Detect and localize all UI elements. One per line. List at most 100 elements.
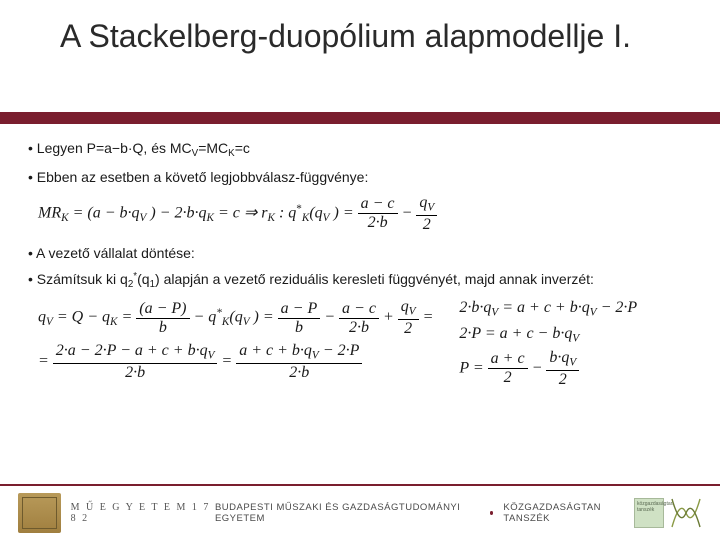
lfrac6: a + c + b·qV − 2·P2·b (236, 343, 362, 381)
eq1-frac2: qV2 (416, 195, 437, 233)
eq1b: K (61, 212, 68, 224)
lfrac5nb: V (208, 349, 215, 361)
ll1f: − q (190, 309, 217, 326)
rfrac2n: b·qV (546, 350, 579, 371)
dept-square-text: közgazdaságtan tanszék (635, 499, 663, 515)
ll1m: = (419, 309, 434, 326)
rl1c: = a + c + b·q (498, 299, 590, 316)
eq1-frac2-den: 2 (416, 216, 437, 233)
left-derivation: qV = Q − qK = (a − P)b − q*K(qV ) = a − … (38, 299, 433, 386)
footer-left-text: M Ű E G Y E T E M 1 7 8 2 (71, 502, 215, 524)
lfrac5d: 2·b (53, 364, 218, 381)
footer-left: M Ű E G Y E T E M 1 7 8 2 (18, 493, 215, 533)
rl1e: − 2·P (597, 299, 638, 316)
ll1j: ) = (250, 309, 278, 326)
lfrac4n: qV (398, 299, 419, 320)
lfrac4: qV2 (398, 299, 419, 337)
lfrac4na: q (401, 298, 409, 315)
rfrac2na: b·q (549, 349, 569, 366)
eq1l: V (323, 212, 330, 224)
separator-dot-icon (490, 511, 494, 515)
footer-dept: KÖZGAZDASÁGTAN TANSZÉK (503, 502, 634, 524)
rfrac1n: a + c (488, 351, 528, 369)
lfrac1: (a − P)b (136, 301, 189, 336)
rl2a: 2·P = a + c − b·q (459, 325, 572, 342)
eq1-minus: − (398, 204, 417, 221)
ll1e: = (117, 309, 136, 326)
right-line-3: P = a + c2 − b·qV2 (459, 350, 637, 388)
bullet1-end: =c (235, 140, 250, 156)
lfrac6na: a + c + b·q (239, 342, 312, 359)
ll2a: = (38, 352, 53, 369)
derivation-row: qV = Q − qK = (a − P)b − q*K(qV ) = a − … (38, 299, 696, 393)
left-line-1: qV = Q − qK = (a − P)b − q*K(qV ) = a − … (38, 299, 433, 337)
accent-bar (0, 112, 720, 124)
rfrac2nb: V (569, 357, 576, 369)
lfrac2n: a − P (278, 301, 321, 319)
eq1h: K (267, 212, 274, 224)
rl3a: P = (459, 360, 487, 377)
rl1d: V (590, 307, 597, 319)
right-derivation: 2·b·qV = a + c + b·qV − 2·P 2·P = a + c … (459, 299, 637, 393)
right-line-1: 2·b·qV = a + c + b·qV − 2·P (459, 299, 637, 318)
footer-mid: BUDAPESTI MŰSZAKI ÉS GAZDASÁGTUDOMÁNYI E… (215, 502, 634, 524)
eq1-frac1-den: 2·b (358, 214, 398, 231)
lfrac5n: 2·a − 2·P − a + c + b·qV (53, 343, 218, 364)
eq1-frac2-num-sub: V (427, 201, 434, 213)
lfrac1d: b (136, 319, 189, 336)
bullet-2: Ebben az esetben a követő legjobbválasz-… (28, 169, 696, 185)
rl1a: 2·b·q (459, 299, 491, 316)
footer-right: közgazdaságtan tanszék (634, 497, 702, 529)
ll1i: V (243, 316, 250, 328)
eq1f: K (206, 212, 213, 224)
page-title: A Stackelberg-duopólium alapmodellje I. (60, 16, 660, 56)
lfrac2: a − Pb (278, 301, 321, 336)
rfrac2d: 2 (546, 371, 579, 388)
lfrac6d: 2·b (236, 364, 362, 381)
rl3b: − (528, 360, 547, 377)
ll1k: − (320, 309, 339, 326)
bullet1-text: Legyen P=a−b·Q, és MC (37, 140, 192, 156)
ll1l: + (379, 309, 398, 326)
right-line-2: 2·P = a + c − b·qV (459, 325, 637, 344)
footer: M Ű E G Y E T E M 1 7 8 2 BUDAPESTI MŰSZ… (0, 484, 720, 540)
footer-university: BUDAPESTI MŰSZAKI ÉS GAZDASÁGTUDOMÁNYI E… (215, 502, 480, 524)
eq1c: = (a − b·q (69, 204, 140, 221)
bullet-4: Számítsuk ki q2*(q1) alapján a vezető re… (28, 271, 696, 290)
b4c: ) alapján a vezető reziduális keresleti … (155, 271, 594, 287)
lfrac4d: 2 (398, 320, 419, 337)
content-area: Legyen P=a−b·Q, és MCV=MCK=c Ebben az es… (28, 140, 696, 402)
left-line-2: = 2·a − 2·P − a + c + b·qV2·b = a + c + … (38, 343, 433, 381)
bullet-1: Legyen P=a−b·Q, és MCV=MCK=c (28, 140, 696, 159)
b4b: (q (137, 271, 149, 287)
lfrac3n: a − c (339, 301, 379, 319)
dept-curve-icon (670, 497, 702, 529)
lfrac5na: 2·a − 2·P − a + c + b·q (56, 342, 208, 359)
lfrac6n: a + c + b·qV − 2·P (236, 343, 362, 364)
bullet1-mid: =MC (198, 140, 228, 156)
lfrac6nb: V (312, 349, 319, 361)
bullet-3: A vezető vállalat döntése: (28, 245, 696, 261)
lfrac3d: 2·b (339, 319, 379, 336)
eq1a: MR (38, 204, 61, 221)
b4a: Számítsuk ki q (37, 271, 128, 287)
eq1i: : q (275, 204, 296, 221)
rl2b: V (572, 332, 579, 344)
eq1-frac2-num: qV (416, 195, 437, 216)
lfrac5: 2·a − 2·P − a + c + b·qV2·b (53, 343, 218, 381)
lfrac2d: b (278, 319, 321, 336)
eq1-frac1-num: a − c (358, 196, 398, 214)
rfrac2: b·qV2 (546, 350, 579, 388)
lfrac3: a − c2·b (339, 301, 379, 336)
ll1a: q (38, 309, 46, 326)
ll2b: = (217, 352, 236, 369)
eq1k: (q (309, 204, 322, 221)
eq1m: ) = (330, 204, 358, 221)
university-crest-icon (18, 493, 61, 533)
ll1b: V (46, 316, 53, 328)
lfrac4nb: V (409, 306, 416, 318)
ll1h: (q (229, 309, 242, 326)
eq1g: = c ⇒ r (214, 204, 268, 221)
rfrac1: a + c2 (488, 351, 528, 386)
eq1-frac1: a − c2·b (358, 196, 398, 231)
